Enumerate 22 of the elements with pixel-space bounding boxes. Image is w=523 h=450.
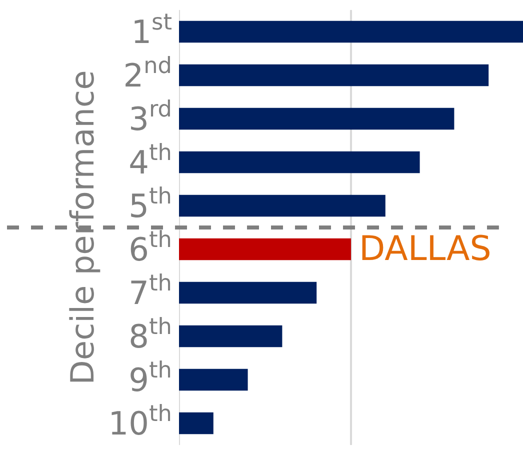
bar	[179, 412, 214, 434]
y-tick-label: 2$^{nd}$	[123, 53, 172, 94]
y-axis-title: Decile performance	[64, 70, 102, 385]
y-tick-label: 9$^{th}$	[128, 358, 172, 399]
bar	[179, 64, 489, 86]
bar	[179, 368, 248, 391]
bar	[179, 151, 420, 174]
y-tick-label: 6$^{th}$	[128, 227, 172, 268]
y-tick-label: 8$^{th}$	[128, 314, 172, 356]
y-tick-label: 4$^{th}$	[128, 140, 172, 182]
bar	[179, 194, 386, 217]
bar	[179, 238, 351, 260]
y-tick-label: 1$^{st}$	[131, 10, 172, 51]
y-tick-label: 3$^{rd}$	[128, 96, 172, 138]
bar	[179, 282, 317, 304]
y-tick-label: 10$^{th}$	[108, 401, 172, 442]
y-tick-label: 5$^{th}$	[128, 184, 172, 225]
bar	[179, 108, 454, 130]
annotation: DALLAS	[359, 229, 492, 269]
bar	[179, 20, 523, 43]
bar	[179, 325, 282, 348]
y-tick-label: 7$^{th}$	[128, 270, 172, 312]
